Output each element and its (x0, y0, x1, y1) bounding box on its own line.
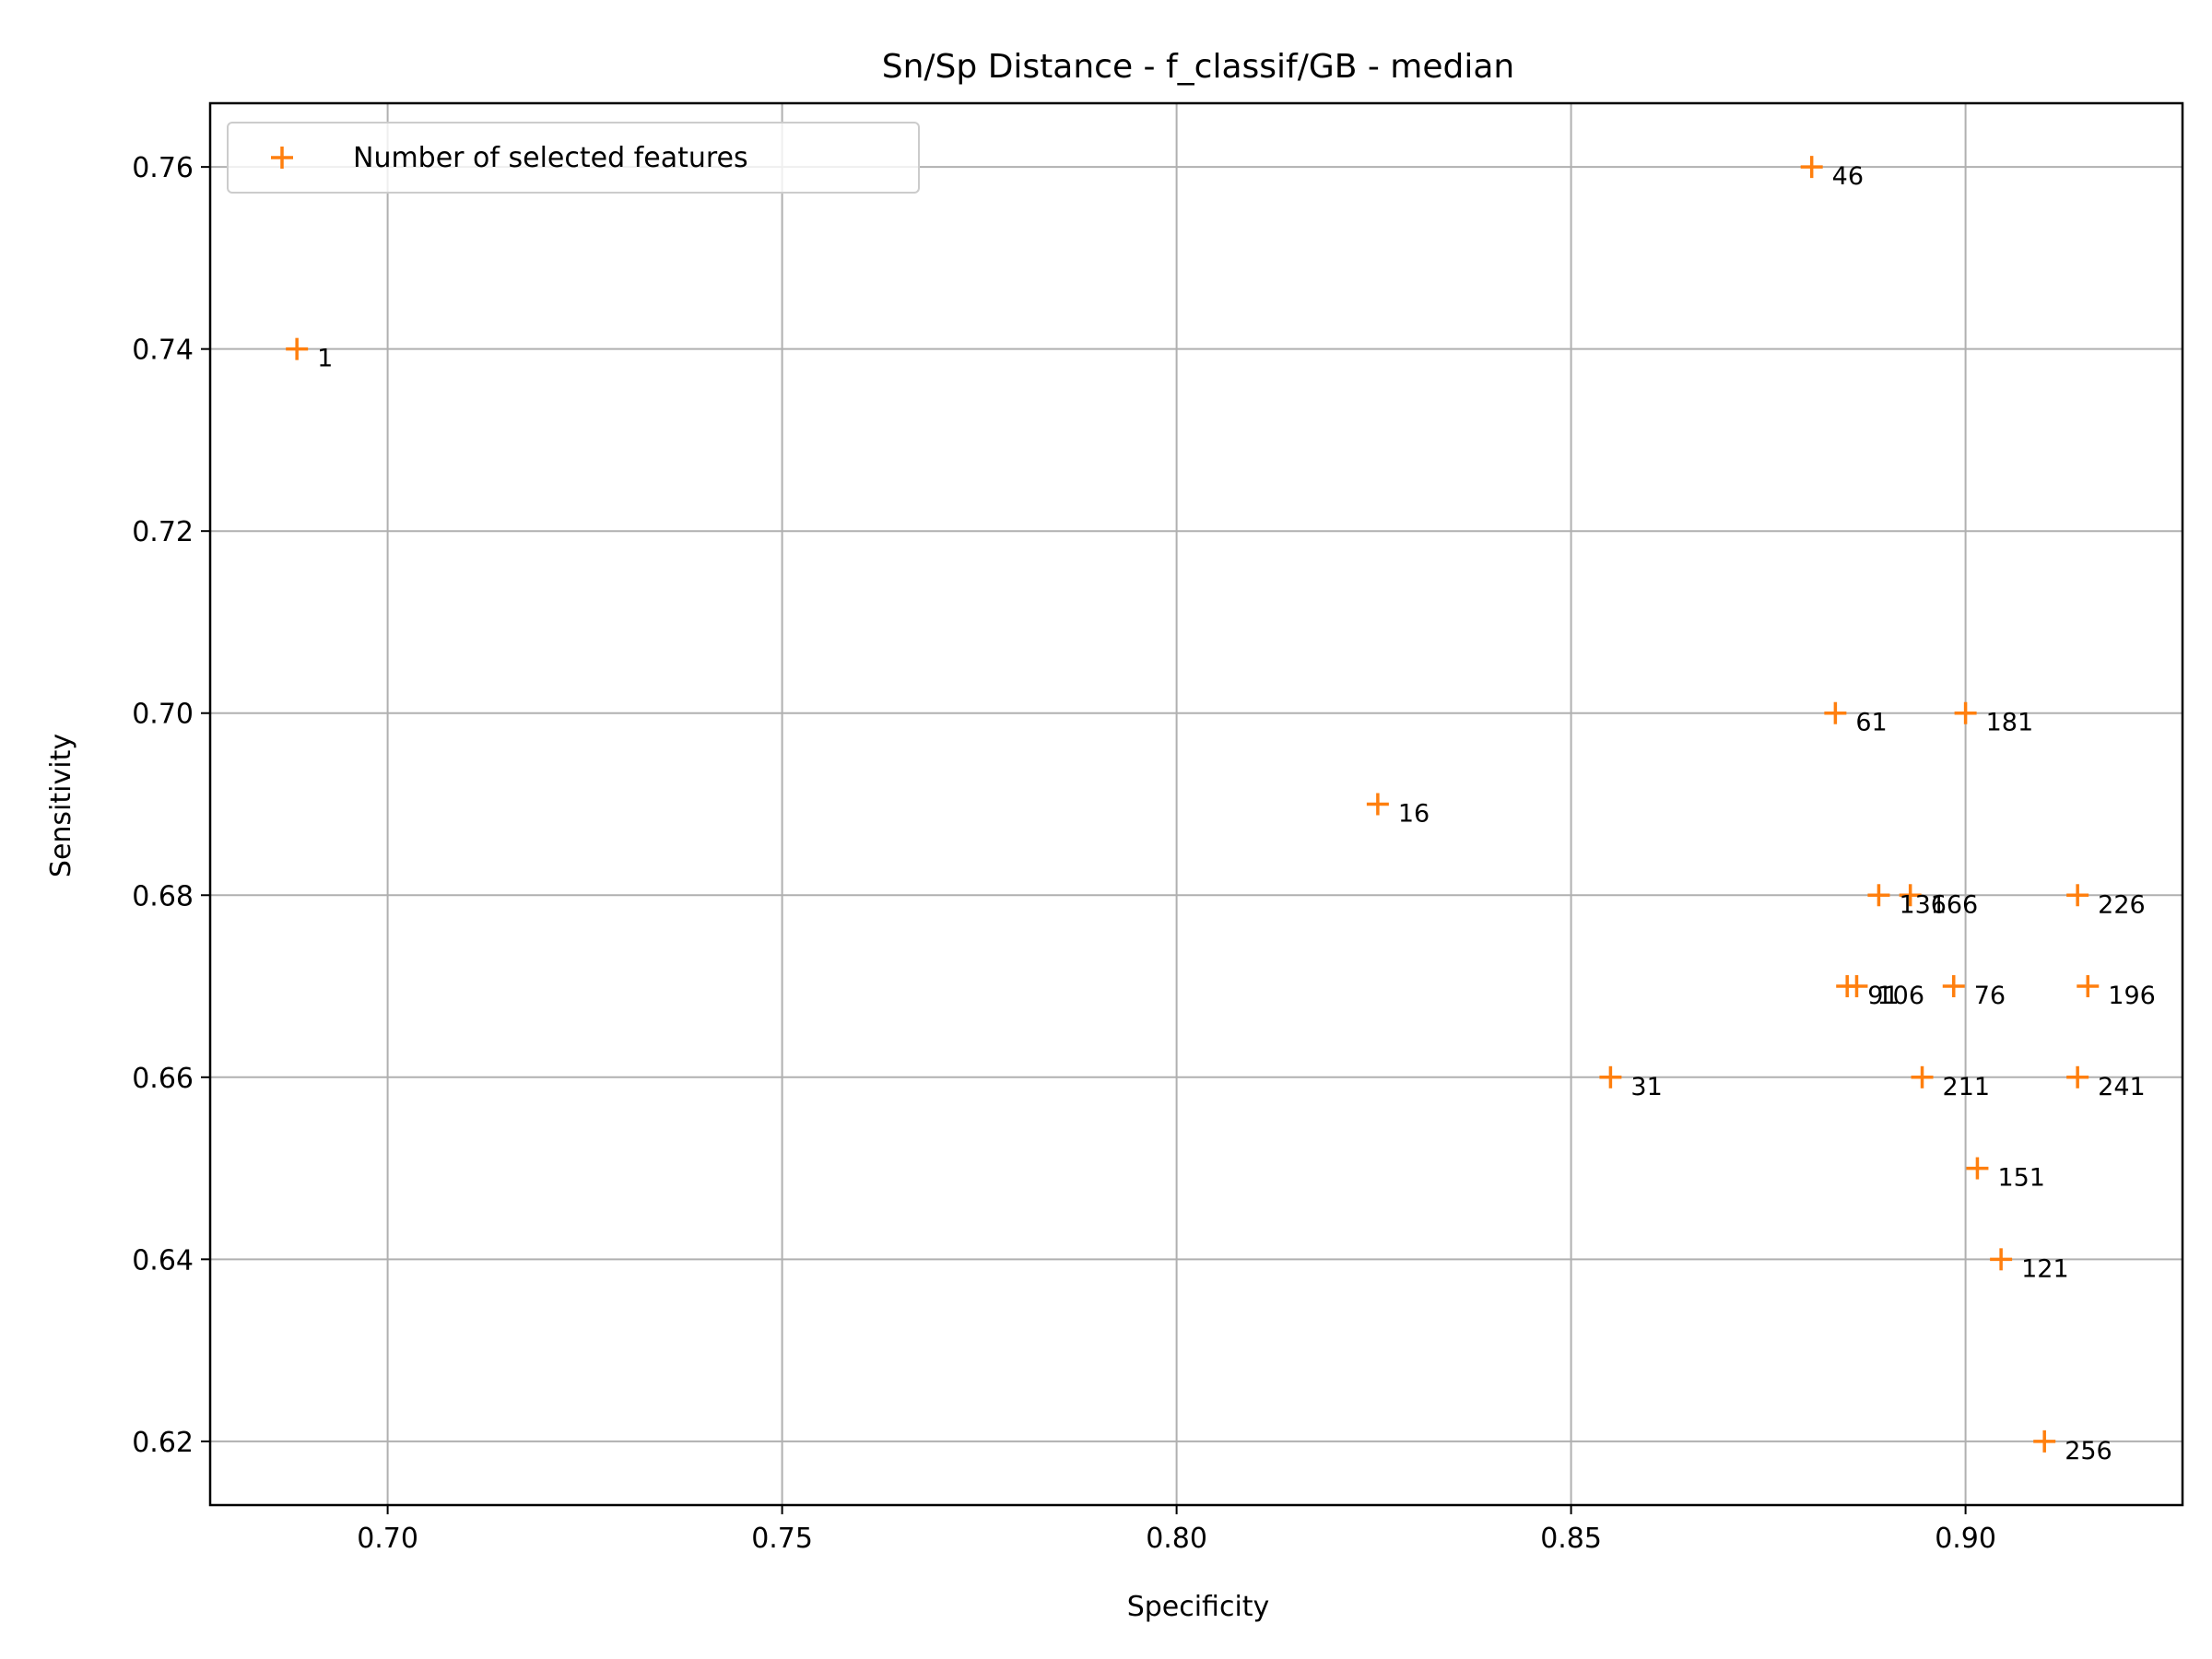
x-tick-label: 0.75 (751, 1523, 813, 1555)
legend-box (227, 122, 920, 194)
point-label: 151 (1997, 1164, 2045, 1193)
point-label: 31 (1630, 1073, 1662, 1101)
data-point (1845, 975, 1868, 998)
x-tick-label: 0.70 (357, 1523, 418, 1555)
point-label: 181 (1986, 709, 2034, 737)
y-tick-label: 0.74 (132, 335, 194, 367)
data-point (1911, 1065, 1934, 1088)
data-point (2066, 884, 2089, 907)
point-label: 1 (317, 345, 333, 373)
point-label: 76 (1974, 982, 2006, 1010)
point-label: 61 (1855, 709, 1887, 737)
data-point (1824, 701, 1847, 724)
point-label: 166 (1931, 890, 1979, 919)
data-point (1990, 1248, 2013, 1271)
x-tick-label: 0.80 (1146, 1523, 1207, 1555)
point-label: 196 (2108, 982, 2156, 1010)
y-tick-label: 0.76 (132, 152, 194, 184)
data-point (2033, 1430, 2056, 1453)
point-label: 211 (1943, 1073, 1991, 1101)
legend-entry-label: Number of selected features (353, 142, 748, 174)
data-point (2077, 975, 2100, 998)
x-tick-label: 0.90 (1935, 1523, 1996, 1555)
point-label: 241 (2098, 1073, 2146, 1101)
y-tick-label: 0.62 (132, 1427, 194, 1459)
chart-title: Sn/Sp Distance - f_classif/GB - median (882, 48, 1515, 86)
legend: Number of selected features (227, 122, 920, 194)
data-point (1800, 156, 1823, 179)
y-tick-label: 0.68 (132, 880, 194, 912)
data-point (1366, 793, 1389, 816)
data-point (1966, 1157, 1989, 1180)
legend-marker (271, 147, 293, 169)
point-label: 106 (1877, 982, 1924, 1010)
point-label: 91 (1867, 982, 1899, 1010)
y-axis-ticks: 0.62 0.64 0.66 0.68 0.70 0.72 0.74 0.76 (132, 152, 210, 1459)
x-axis-ticks: 0.70 0.75 0.80 0.85 0.90 (357, 1505, 1996, 1555)
data-point (286, 337, 309, 360)
data-point (1599, 1065, 1622, 1088)
x-axis-label: Specificity (1127, 1591, 1270, 1623)
data-point (1954, 701, 1977, 724)
plot-area (208, 101, 2184, 1507)
x-tick-label: 0.85 (1540, 1523, 1602, 1555)
grid-lines (210, 103, 2183, 1505)
y-tick-label: 0.64 (132, 1244, 194, 1277)
point-label: 46 (1832, 162, 1864, 191)
data-point (1899, 884, 1922, 907)
y-axis-label: Sensitivity (45, 734, 77, 877)
y-tick-label: 0.70 (132, 699, 194, 731)
data-point (1942, 975, 1965, 998)
data-point (2066, 1065, 2089, 1088)
point-label: 136 (1899, 890, 1947, 919)
y-tick-label: 0.66 (132, 1063, 194, 1095)
point-label: 121 (2021, 1254, 2069, 1283)
point-label: 16 (1398, 800, 1430, 829)
y-tick-label: 0.72 (132, 516, 194, 548)
point-label: 256 (2065, 1437, 2112, 1465)
data-points (286, 156, 2100, 1453)
data-point (1867, 884, 1890, 907)
point-label: 226 (2098, 890, 2146, 919)
